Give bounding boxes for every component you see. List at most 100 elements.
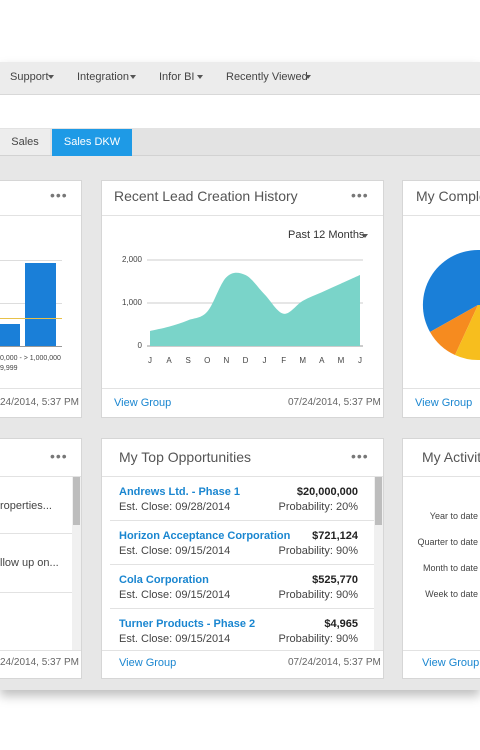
x-tick-label: A bbox=[319, 356, 325, 365]
activity-label: Week to date bbox=[425, 589, 478, 599]
card bbox=[402, 438, 480, 679]
divider bbox=[102, 650, 383, 651]
card-title: My Top Opportunities bbox=[119, 449, 252, 465]
task-item[interactable]: llow up on... bbox=[0, 557, 59, 569]
probability: Probability: 20% bbox=[278, 501, 359, 513]
opportunity-amount: $721,124 bbox=[312, 530, 358, 542]
divider bbox=[403, 215, 480, 216]
y-tick-label: 0 bbox=[138, 341, 143, 350]
x-tick-label: J bbox=[148, 356, 152, 365]
opportunity-amount: $4,965 bbox=[324, 618, 358, 630]
view-group-link[interactable]: View Group bbox=[119, 657, 177, 669]
close-date: Est. Close: 09/15/2014 bbox=[119, 633, 231, 645]
close-date: Est. Close: 09/28/2014 bbox=[119, 501, 231, 513]
probability: Probability: 90% bbox=[278, 633, 359, 645]
period-select[interactable]: Past 12 Months bbox=[288, 229, 365, 241]
view-group-link[interactable]: View Group bbox=[415, 397, 473, 409]
tab[interactable]: Sales bbox=[0, 129, 50, 155]
card bbox=[0, 438, 82, 679]
menu-dots[interactable]: ••• bbox=[351, 187, 369, 203]
close-date: Est. Close: 09/15/2014 bbox=[119, 545, 231, 557]
probability: Probability: 90% bbox=[278, 589, 359, 601]
scrollbar[interactable] bbox=[72, 477, 81, 650]
scroll-thumb[interactable] bbox=[375, 477, 382, 525]
nav-bar bbox=[0, 62, 480, 95]
x-tick-label: D bbox=[243, 356, 249, 365]
x-tick-label: M bbox=[299, 356, 306, 365]
x-tick-label: O bbox=[204, 356, 210, 365]
x-tick-label: F bbox=[281, 356, 286, 365]
opportunity-name[interactable]: Cola Corporation bbox=[119, 574, 209, 586]
axis-label: 0,000 - > 1,000,000 bbox=[0, 355, 61, 362]
opportunity-amount: $20,000,000 bbox=[296, 486, 358, 498]
divider bbox=[0, 388, 81, 389]
caret bbox=[48, 75, 54, 79]
activity-label: Month to date bbox=[422, 563, 478, 573]
nav-item[interactable]: Integration bbox=[77, 71, 129, 83]
x-tick-label: N bbox=[223, 356, 229, 365]
divider bbox=[110, 564, 374, 565]
caret bbox=[305, 75, 311, 79]
x-tick-label: J bbox=[263, 356, 267, 365]
bar bbox=[25, 263, 56, 346]
divider bbox=[110, 520, 374, 521]
opportunity-amount: $525,770 bbox=[312, 574, 358, 586]
pie-slice bbox=[422, 249, 478, 332]
area bbox=[150, 272, 360, 346]
opportunity-name[interactable]: Turner Products - Phase 2 bbox=[119, 618, 256, 630]
y-tick-label: 1,000 bbox=[122, 298, 143, 307]
pie-slice bbox=[430, 305, 478, 355]
x-tick-label: A bbox=[166, 356, 172, 365]
card-title: My Activity bbox=[422, 449, 480, 465]
divider bbox=[102, 476, 383, 477]
task-item[interactable]: roperties... bbox=[0, 500, 52, 512]
opportunity-name[interactable]: Andrews Ltd. - Phase 1 bbox=[119, 486, 241, 498]
caret bbox=[362, 234, 368, 238]
scrollbar[interactable] bbox=[374, 477, 383, 650]
close-date: Est. Close: 09/15/2014 bbox=[119, 589, 231, 601]
menu-dots[interactable]: ••• bbox=[50, 448, 68, 464]
card-title: Recent Lead Creation History bbox=[114, 188, 298, 204]
divider bbox=[0, 592, 72, 593]
timestamp: 07/24/2014, 5:37 PM bbox=[288, 657, 381, 668]
white-strip bbox=[0, 95, 480, 128]
menu-dots[interactable]: ••• bbox=[50, 187, 68, 203]
caret bbox=[130, 75, 136, 79]
x-tick-label: J bbox=[358, 356, 362, 365]
view-group-link[interactable]: View Group bbox=[422, 657, 480, 669]
view-group-link[interactable]: View Group bbox=[114, 397, 172, 409]
nav-item[interactable]: Infor BI bbox=[159, 71, 195, 83]
y-tick-label: 2,000 bbox=[122, 255, 143, 264]
nav-item[interactable]: Support bbox=[10, 71, 49, 83]
divider bbox=[0, 533, 72, 534]
card-title: My Comple bbox=[416, 188, 480, 204]
divider bbox=[102, 388, 383, 389]
tab-active[interactable]: Sales DKW bbox=[52, 129, 132, 156]
pie-slice bbox=[455, 305, 480, 361]
timestamp: 24/2014, 5:37 PM bbox=[0, 397, 79, 408]
opportunity-name[interactable]: Horizon Acceptance Corporation bbox=[119, 530, 291, 542]
timestamp: 24/2014, 5:37 PM bbox=[0, 657, 79, 668]
divider bbox=[0, 215, 81, 216]
grid-line bbox=[0, 260, 62, 261]
timestamp: 07/24/2014, 5:37 PM bbox=[288, 397, 381, 408]
axis-label: 9,999 bbox=[0, 365, 18, 372]
divider bbox=[403, 476, 480, 477]
nav-item[interactable]: Recently Viewed bbox=[226, 71, 308, 83]
x-tick-label: S bbox=[186, 356, 191, 365]
target-line bbox=[0, 318, 62, 319]
divider bbox=[0, 650, 81, 651]
probability: Probability: 90% bbox=[278, 545, 359, 557]
menu-dots[interactable]: ••• bbox=[351, 448, 369, 464]
axis-line bbox=[0, 346, 62, 347]
caret bbox=[197, 75, 203, 79]
activity-label: Quarter to date bbox=[417, 537, 478, 547]
divider bbox=[110, 608, 374, 609]
divider bbox=[0, 476, 81, 477]
card bbox=[101, 438, 384, 679]
scroll-thumb[interactable] bbox=[73, 477, 80, 525]
divider bbox=[102, 215, 383, 216]
activity-label: Year to date bbox=[429, 511, 478, 521]
